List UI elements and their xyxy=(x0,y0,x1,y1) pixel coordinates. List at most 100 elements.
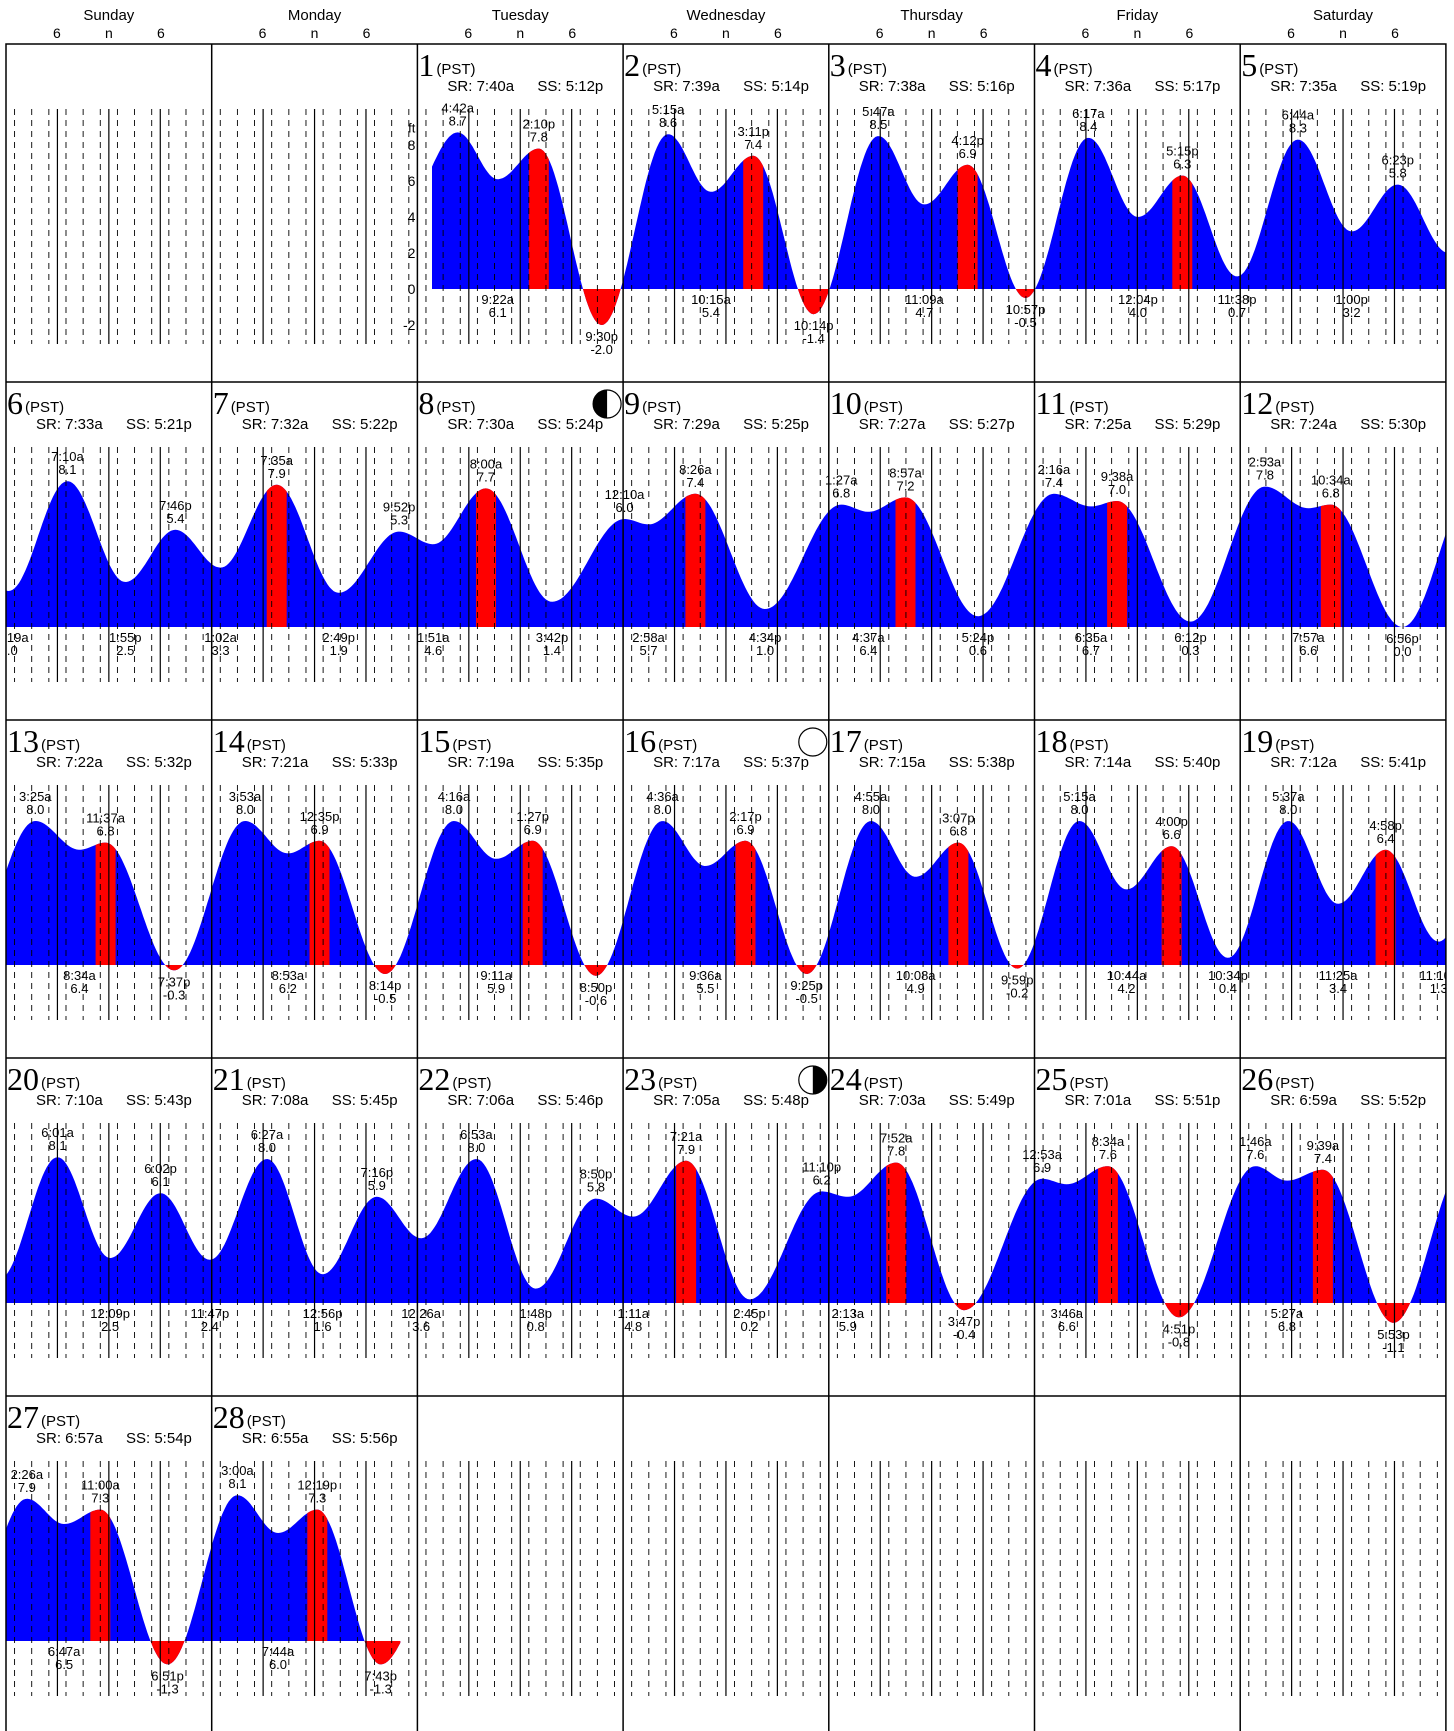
weekday-label: Saturday xyxy=(1313,7,1374,24)
low-tide-height: 0.4 xyxy=(1219,981,1237,996)
low-tide-time: 3:46a xyxy=(1051,1306,1084,1321)
axis-unit-label: ft xyxy=(408,120,416,135)
day-header-bg xyxy=(1241,1059,1445,1107)
timezone-label: (PST) xyxy=(1275,737,1314,754)
low-tide-height: 6.6 xyxy=(1058,1319,1076,1334)
high-tide-time: 9:39a xyxy=(1307,1138,1340,1153)
day-header-bg xyxy=(418,721,623,769)
low-tide-height: -1.3 xyxy=(369,1681,391,1696)
sunrise-time: SR: 7:01a xyxy=(1065,1092,1132,1109)
high-tide-time: 12:10a xyxy=(605,487,646,502)
daylight-high-band xyxy=(1320,504,1341,627)
low-tide-height: 1.0 xyxy=(756,643,774,658)
high-tide-time: 5:15a xyxy=(1063,789,1096,804)
high-tide-height: 7.3 xyxy=(308,1491,326,1506)
high-tide-height: 8.7 xyxy=(449,113,467,128)
day-number: 18 xyxy=(1036,723,1068,759)
high-tide-height: 7.4 xyxy=(744,137,762,152)
day-number: 12 xyxy=(1241,385,1273,421)
low-tide-height: 4.6 xyxy=(424,643,442,658)
sunrise-time: SR: 7:12a xyxy=(1270,754,1337,771)
low-tide-time: 9:22a xyxy=(481,292,514,307)
low-tide-time: 9:36a xyxy=(689,968,722,983)
low-tide-height: 5.4 xyxy=(702,305,720,320)
high-tide-time: 7:16p xyxy=(361,1165,394,1180)
sunrise-time: SR: 7:40a xyxy=(447,78,514,95)
timezone-label: (PST) xyxy=(864,399,903,416)
low-tide-height: 0.8 xyxy=(527,1319,545,1334)
high-tide-time: 12:53a xyxy=(1022,1147,1063,1162)
low-tide-time: 10:14p xyxy=(794,318,834,333)
high-tide-time: 1:27a xyxy=(825,473,858,488)
hour-tick-label: n xyxy=(1339,25,1347,41)
hour-tick-label: 6 xyxy=(259,25,267,41)
day-header-bg xyxy=(1035,1059,1240,1107)
timezone-label: (PST) xyxy=(1070,737,1109,754)
high-tide-height: 6.9 xyxy=(311,822,329,837)
high-tide-height: 6.4 xyxy=(1377,831,1395,846)
day-number: 14 xyxy=(213,723,245,759)
low-tide-time: 5:53p xyxy=(1377,1327,1410,1342)
low-tide-height: 6.2 xyxy=(279,981,297,996)
low-tide-height: 6.7 xyxy=(1082,643,1100,658)
low-tide-time: 5:27a xyxy=(1271,1306,1304,1321)
day-number: 7 xyxy=(213,385,229,421)
low-tide-height: 1.6 xyxy=(314,1319,332,1334)
low-tide-height: 6.5 xyxy=(55,1657,73,1672)
low-tide-time: 9:11a xyxy=(480,968,512,983)
low-tide-height: 4.8 xyxy=(624,1319,642,1334)
low-tide-time: 10:08a xyxy=(896,968,937,983)
low-tide-time: 9:30p xyxy=(585,329,618,344)
day-number: 16 xyxy=(624,723,656,759)
high-tide-time: 9:52p xyxy=(383,500,416,515)
low-tide-height: -1.1 xyxy=(1382,1340,1404,1355)
sunset-time: SS: 5:30p xyxy=(1360,416,1426,433)
low-tide-height: -0.4 xyxy=(953,1327,975,1342)
timezone-label: (PST) xyxy=(231,399,270,416)
hour-tick-label: 6 xyxy=(670,25,678,41)
hour-tick-label: n xyxy=(516,25,524,41)
high-tide-height: 6.9 xyxy=(1033,1160,1051,1175)
sunrise-time: SR: 7:29a xyxy=(653,416,720,433)
high-tide-height: 8.0 xyxy=(258,1140,276,1155)
high-tide-height: 8.5 xyxy=(869,117,887,132)
timezone-label: (PST) xyxy=(247,1413,286,1430)
day-number: 2 xyxy=(624,47,640,83)
grid-borders xyxy=(5,43,1447,1731)
daylight-high-band xyxy=(948,842,969,965)
sunrise-time: SR: 7:38a xyxy=(859,78,926,95)
high-tide-height: 7.7 xyxy=(477,469,495,484)
low-tide-height: 0.3 xyxy=(1181,643,1199,658)
day-header-bg xyxy=(1035,45,1240,93)
timezone-label: (PST) xyxy=(864,737,903,754)
sunrise-time: SR: 7:15a xyxy=(859,754,926,771)
day-header-bg xyxy=(212,383,417,431)
day-number: 25 xyxy=(1036,1061,1068,1097)
sunset-time: SS: 5:24p xyxy=(537,416,603,433)
sunset-time: SS: 5:25p xyxy=(743,416,809,433)
timezone-label: (PST) xyxy=(642,399,681,416)
high-tide-time: 4:42a xyxy=(441,100,474,115)
low-tide-time: 12:19a xyxy=(0,630,29,645)
sunset-time: SS: 5:21p xyxy=(126,416,192,433)
day-header-bg xyxy=(7,1397,211,1445)
low-tide-time: 8:14p xyxy=(369,978,402,993)
high-tide-height: 6.2 xyxy=(813,1172,831,1187)
low-tide-time: 4:34p xyxy=(749,630,782,645)
high-tide-time: 2:53a xyxy=(1249,455,1282,470)
day-number: 20 xyxy=(7,1061,39,1097)
day-header-bg xyxy=(624,45,828,93)
daylight-high-band xyxy=(476,488,496,627)
hour-tick-label: n xyxy=(105,25,113,41)
high-tide-height: 6.8 xyxy=(1322,486,1340,501)
high-tide-height: 7.4 xyxy=(1314,1151,1332,1166)
weekday-label: Tuesday xyxy=(492,7,549,24)
sunset-time: SS: 5:54p xyxy=(126,1430,192,1447)
low-tide-time: 7:37p xyxy=(158,974,191,989)
high-tide-height: 8.6 xyxy=(659,115,677,130)
sunrise-time: SR: 7:10a xyxy=(36,1092,103,1109)
low-tide-time: 1:55p xyxy=(109,630,142,645)
high-tide-time: 4:16a xyxy=(438,789,471,804)
high-tide-height: 6.8 xyxy=(949,824,967,839)
sunrise-time: SR: 7:08a xyxy=(242,1092,309,1109)
